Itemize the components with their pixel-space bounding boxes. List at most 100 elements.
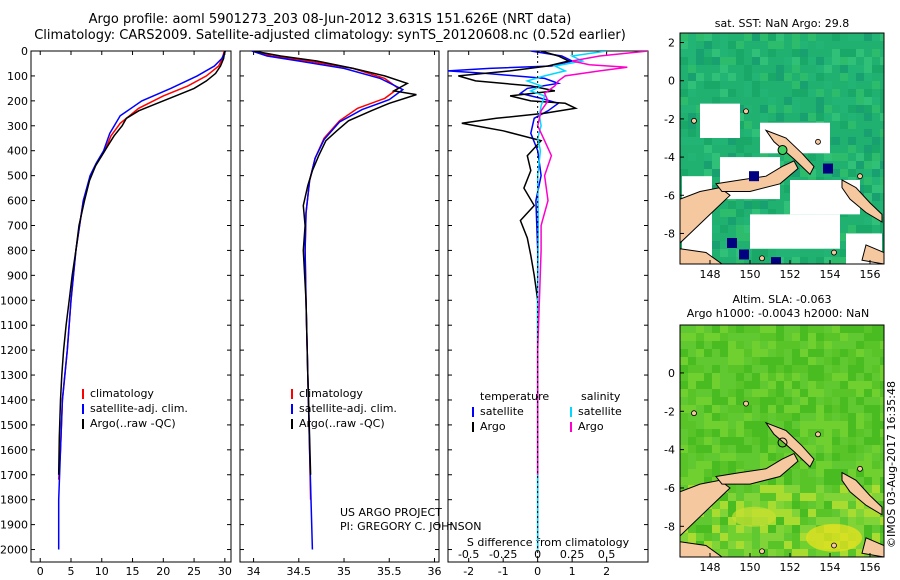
island xyxy=(691,410,697,417)
legend-label: satellite xyxy=(578,405,622,418)
island xyxy=(831,542,837,549)
map-x-tick-label: 150 xyxy=(740,268,761,281)
x-tick-label: 15 xyxy=(126,565,140,578)
no-data-area xyxy=(700,103,740,138)
y-tick-label: 1900 xyxy=(0,519,28,532)
difference-profile-panel: -2 -1 0 1 2T difference from climatology -0.5… xyxy=(447,50,649,580)
x-tick-label: 36 xyxy=(427,565,441,578)
land-mass xyxy=(680,541,723,557)
legend-label: satellite-adj. clim. xyxy=(90,402,188,415)
map-y-tick-label: 0 xyxy=(668,367,675,380)
legend-label: Argo xyxy=(480,420,506,433)
sla-high-area xyxy=(732,506,776,527)
no-data-area xyxy=(750,214,840,249)
map-x-tick-label: 150 xyxy=(740,561,761,574)
land-mass xyxy=(715,452,799,485)
island xyxy=(815,138,821,145)
land-mass xyxy=(841,179,883,223)
sla-map-panel: 148 150 152 154 156 0 -2 -4 -6 -8 Altim. SLA: -0.0… xyxy=(664,293,885,574)
x-tick-label: 30 xyxy=(218,565,232,578)
island xyxy=(815,431,821,438)
x-tick-label: 20 xyxy=(156,565,170,578)
y-tick-label: 400 xyxy=(7,145,28,158)
series-line-argo-raw-qc- xyxy=(57,51,226,475)
sla-map-title-line2: Argo h1000: -0.0043 h2000: NaN xyxy=(687,307,870,320)
y-tick-label: 500 xyxy=(7,170,28,183)
nearby-profile-marker xyxy=(739,249,749,260)
y-tick-label: 0 xyxy=(21,45,28,58)
y-tick-label: 200 xyxy=(7,95,28,108)
map-y-tick-label: -6 xyxy=(664,482,675,495)
nearby-profile-marker xyxy=(771,257,781,264)
y-tick-label: 1300 xyxy=(0,369,28,382)
map-frame xyxy=(679,32,885,265)
y-tick-label: 1000 xyxy=(0,294,28,307)
y-tick-label: 2000 xyxy=(0,544,28,557)
y-tick-label: 100 xyxy=(7,70,28,83)
x-tick-label: 2 xyxy=(603,565,610,578)
island xyxy=(759,548,765,555)
legend-label: satellite xyxy=(480,405,524,418)
y-tick-label: 800 xyxy=(7,244,28,257)
legend-title-temperature: temperature xyxy=(480,390,549,403)
x2-tick-label: -0.5 xyxy=(458,548,479,561)
legend-label: Argo xyxy=(578,420,604,433)
series-line-s-argo xyxy=(536,51,648,475)
map-x-tick-label: 152 xyxy=(780,268,801,281)
plot-frame xyxy=(30,50,232,563)
y-tick-label: 1700 xyxy=(0,469,28,482)
land-mass xyxy=(680,479,731,537)
x-axis-label: T difference from climatology xyxy=(466,578,629,580)
legend-label: Argo(..raw -QC) xyxy=(299,417,385,430)
timestamp-label: ©IMOS 03-Aug-2017 16:35:48 xyxy=(885,381,898,548)
land-mass xyxy=(680,248,723,264)
series-line-argo-raw-qc- xyxy=(253,51,417,475)
plot-frame xyxy=(447,50,649,563)
map-x-tick-label: 152 xyxy=(780,561,801,574)
y-tick-label: 600 xyxy=(7,195,28,208)
temperature-profile-panel: 0100200300400500600700800900100011001200… xyxy=(0,45,232,580)
island xyxy=(857,465,863,472)
legend-label: Argo(..raw -QC) xyxy=(90,417,176,430)
x2-tick-label: 0 xyxy=(534,548,541,561)
y-tick-label: 300 xyxy=(7,120,28,133)
map-x-tick-label: 148 xyxy=(700,561,721,574)
y-tick-label: 1800 xyxy=(0,494,28,507)
land-mass xyxy=(861,244,884,264)
x2-axis-label: S difference from climatology xyxy=(467,536,630,549)
x2-tick-label: 0.5 xyxy=(598,548,616,561)
island xyxy=(743,400,749,407)
map-y-tick-label: -8 xyxy=(664,520,675,533)
y-tick-label: 1500 xyxy=(0,419,28,432)
x-tick-label: 35.5 xyxy=(377,565,402,578)
nearby-profile-marker xyxy=(823,163,833,174)
legend-title-salinity: salinity xyxy=(581,390,621,403)
map-y-tick-label: -2 xyxy=(664,113,675,126)
legend-label: satellite-adj. clim. xyxy=(299,402,397,415)
island xyxy=(691,117,697,124)
y-tick-label: 1100 xyxy=(0,319,28,332)
map-y-tick-label: -4 xyxy=(664,444,675,457)
y-tick-label: 1600 xyxy=(0,444,28,457)
legend-label: climatology xyxy=(90,387,154,400)
sst-map-panel: 148 150 152 154 156 2 0 -2 -4 -6 -8 sat. SST: NaN A… xyxy=(664,17,885,281)
map-y-tick-label: -4 xyxy=(664,151,675,164)
figure-title-line2: Climatology: CARS2009. Satellite-adjuste… xyxy=(34,28,626,43)
map-area xyxy=(680,33,884,264)
map-x-tick-label: 148 xyxy=(700,268,721,281)
land-mass xyxy=(764,129,815,176)
x-tick-label: 0 xyxy=(37,565,44,578)
x-tick-label: 1 xyxy=(569,565,576,578)
x2-tick-label: 0.25 xyxy=(560,548,585,561)
nearby-profile-marker xyxy=(749,171,759,182)
map-y-tick-label: 0 xyxy=(668,75,675,88)
map-frame xyxy=(679,324,885,558)
land-mass xyxy=(841,471,883,516)
x-tick-label: -1 xyxy=(498,565,509,578)
x-tick-label: 10 xyxy=(95,565,109,578)
map-x-tick-label: 156 xyxy=(860,561,881,574)
x2-tick-label: -0.25 xyxy=(489,548,517,561)
map-x-tick-label: 154 xyxy=(820,268,841,281)
map-y-tick-label: -6 xyxy=(664,189,675,202)
land-mass xyxy=(764,421,815,468)
